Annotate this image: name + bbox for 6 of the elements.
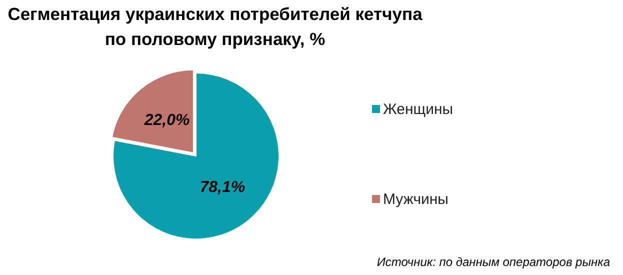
data-label: 78,1% bbox=[200, 179, 246, 196]
chart-title: Сегментация украинских потребителей кетчупа по половому признаку, % bbox=[8, 4, 423, 49]
legend-label: Мужчины bbox=[383, 190, 448, 208]
legend-label: Женщины bbox=[383, 100, 454, 118]
data-label: 22,0% bbox=[143, 112, 190, 130]
text: Источник: по данным операторов рынка bbox=[376, 255, 610, 269]
